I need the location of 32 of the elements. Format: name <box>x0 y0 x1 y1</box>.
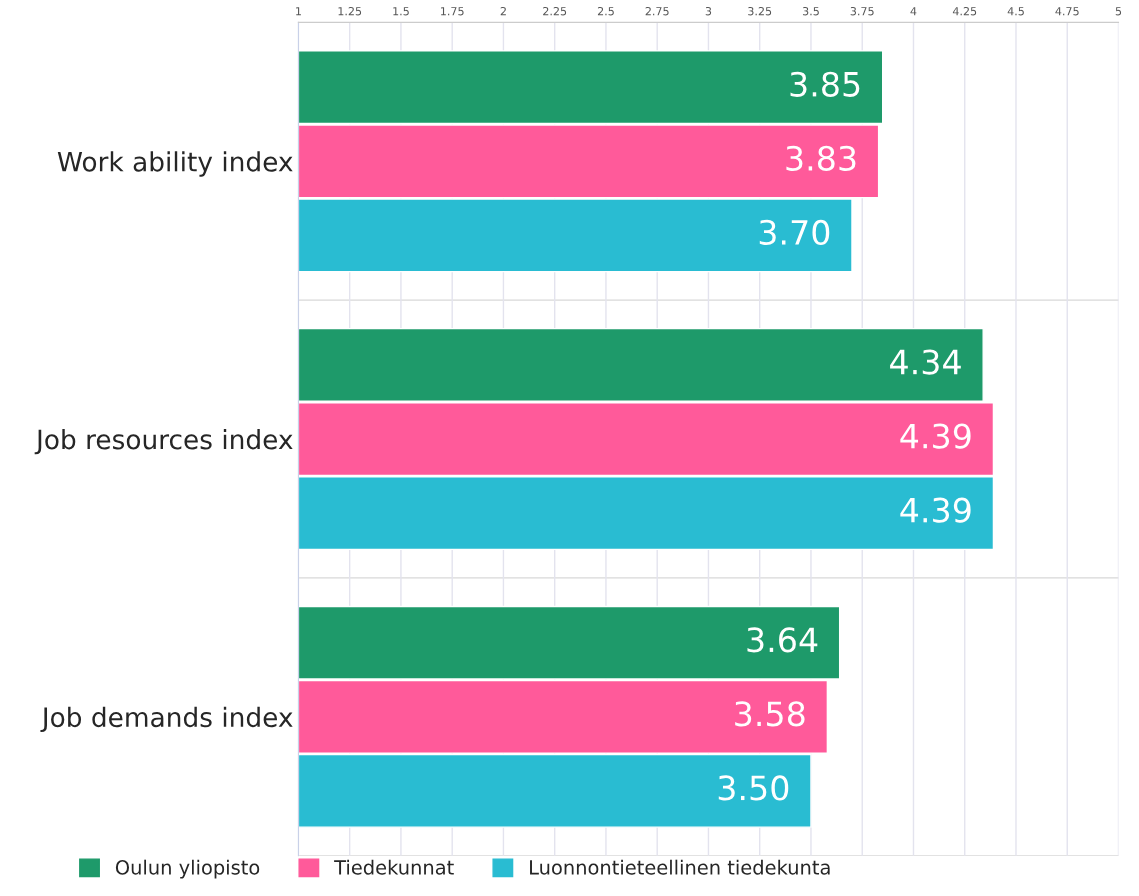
data-label: 3.70 <box>759 219 830 246</box>
x-tick-label: 1.75 <box>441 7 464 16</box>
x-tick-label: 1 <box>296 7 301 16</box>
x-tick-label: 4 <box>910 7 917 16</box>
x-tick-label: 1.25 <box>338 6 362 16</box>
data-label: 3.50 <box>718 775 789 801</box>
y-tick-label: Work ability index <box>57 151 293 177</box>
x-tick-label: 3.75 <box>850 6 874 16</box>
x-tick-label: 2.5 <box>597 6 614 16</box>
x-tick-label: 4.75 <box>1055 7 1079 16</box>
legend-label: Oulun yliopisto <box>115 859 260 879</box>
y-tick-label: Job demands index <box>40 706 293 733</box>
x-tick-label: 2.25 <box>543 6 567 16</box>
x-tick-label: 2 <box>500 6 506 16</box>
x-tick-label: 3.5 <box>802 6 819 16</box>
y-tick-label: Job resources index <box>34 429 293 455</box>
data-label: 3.58 <box>735 701 805 727</box>
legend-label: Tiedekunnat <box>334 859 454 875</box>
data-label: 3.83 <box>786 145 856 171</box>
data-label: 3.64 <box>747 627 818 653</box>
x-tick-label: 5 <box>1115 7 1122 16</box>
x-tick-label: 3.25 <box>748 6 772 16</box>
legend-label: Luonnontieteellinen tiedekunta <box>530 859 830 875</box>
x-tick-label: 1.5 <box>393 7 409 16</box>
data-label: 4.34 <box>890 349 961 375</box>
data-label: 4.39 <box>900 497 971 523</box>
x-tick-label: 4.25 <box>952 6 977 16</box>
x-tick-label: 3 <box>705 6 712 16</box>
x-tick-label: 4.5 <box>1007 7 1024 16</box>
data-label: 3.85 <box>790 71 860 97</box>
x-tick-label: 2.75 <box>645 6 669 16</box>
data-label: 4.39 <box>900 423 971 449</box>
